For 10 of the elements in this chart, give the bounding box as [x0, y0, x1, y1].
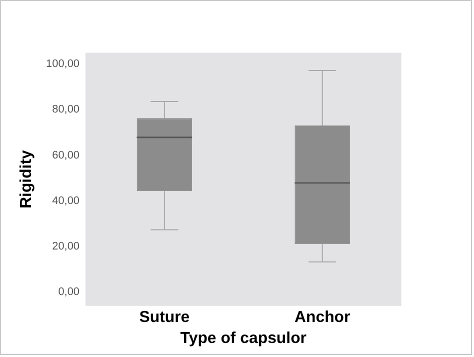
y-axis-title: Rigidity: [18, 150, 35, 208]
y-tick-label: 60,00: [52, 149, 80, 162]
x-tick-label: Anchor: [294, 308, 350, 326]
x-axis-title: Type of capsulor: [180, 330, 306, 347]
y-tick-label: 20,00: [52, 240, 80, 253]
y-tick-label: 0,00: [58, 286, 80, 298]
x-tick-label: Suture: [139, 308, 190, 326]
y-tick-label: 80,00: [52, 104, 80, 116]
y-tick-label: 100,00: [46, 58, 80, 70]
y-tick-label: 40,00: [52, 194, 80, 207]
